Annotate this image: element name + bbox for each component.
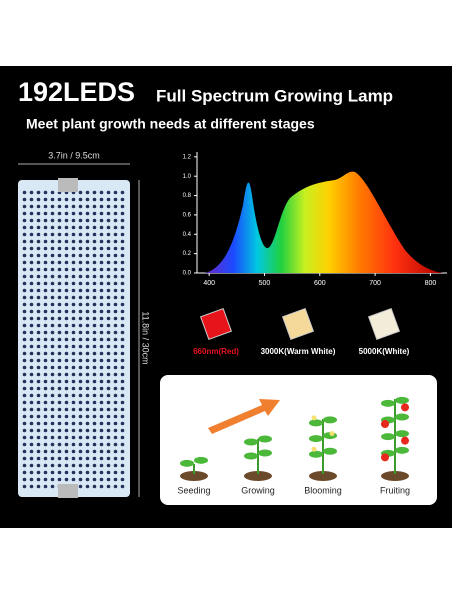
leaf (323, 447, 337, 455)
fruit (381, 420, 389, 428)
stage-label: Blooming (304, 485, 342, 495)
leaf (323, 416, 337, 424)
y-tick-label: 0.0 (183, 271, 192, 277)
leaf (309, 435, 323, 443)
x-tick-label: 700 (369, 280, 381, 287)
leaf (395, 430, 409, 438)
led-types: 660nm(Red) 3000K(Warm White) 5000K(White) (193, 307, 410, 356)
spectrum-curve (205, 171, 443, 273)
growth-arrow (208, 399, 280, 434)
led-chip (281, 307, 315, 341)
flower (329, 431, 335, 437)
leaf (244, 438, 258, 446)
spectrum-chart: 0.0 0.2 0.4 0.6 0.8 1.0 1.2 400 500 600 700 800 (183, 152, 447, 287)
leaf (194, 456, 208, 464)
stage-label: Fruiting (380, 485, 410, 495)
stage-label: Growing (241, 485, 275, 495)
x-tick-label: 400 (203, 280, 215, 287)
stages: Seeding Growing Blooming Fruiting (177, 396, 410, 495)
stage-label: Seeding (177, 485, 210, 495)
subtitle: Full Spectrum Growing Lamp (156, 86, 393, 105)
fruit (401, 436, 409, 445)
leaf (395, 446, 409, 454)
led-label: 660nm(Red) (193, 347, 239, 356)
led-chip (199, 307, 233, 341)
y-tick-label: 0.4 (183, 232, 192, 238)
led-grid (22, 188, 126, 490)
tagline: Meet plant growth needs at different sta… (26, 116, 315, 132)
connector (58, 484, 78, 498)
leaf (309, 419, 323, 427)
fruit (381, 453, 389, 462)
soil (309, 471, 337, 481)
led-label: 3000K(Warm White) (261, 347, 336, 356)
led-label: 5000K(White) (359, 347, 410, 356)
y-tick-label: 0.2 (183, 251, 192, 257)
y-tick-label: 1.0 (183, 174, 192, 180)
stages-card (160, 375, 437, 505)
flower (311, 415, 317, 421)
fruit (401, 403, 409, 412)
soil (180, 471, 208, 481)
title: 192LEDS (18, 77, 135, 107)
leaf (258, 435, 272, 443)
y-tick-label: 1.2 (183, 154, 192, 160)
leaf (244, 452, 258, 460)
leaf (395, 396, 409, 404)
leaf (381, 433, 395, 441)
y-tick-label: 0.8 (183, 193, 192, 199)
led-chip (367, 307, 401, 341)
x-tick-label: 500 (259, 280, 271, 287)
x-tick-label: 600 (314, 280, 326, 287)
connector (58, 178, 78, 192)
leaf (395, 413, 409, 421)
y-tick-label: 0.6 (183, 212, 192, 218)
x-tick-label: 800 (425, 280, 437, 287)
leaf (180, 459, 194, 467)
width-label: 3.7in / 9.5cm (48, 150, 100, 160)
leaf (258, 449, 272, 457)
soil (244, 471, 272, 481)
height-label: 11.8in / 30cm (141, 311, 151, 364)
leaf (309, 450, 323, 458)
flower (311, 446, 317, 452)
soil (381, 471, 409, 481)
leaf (381, 399, 395, 407)
